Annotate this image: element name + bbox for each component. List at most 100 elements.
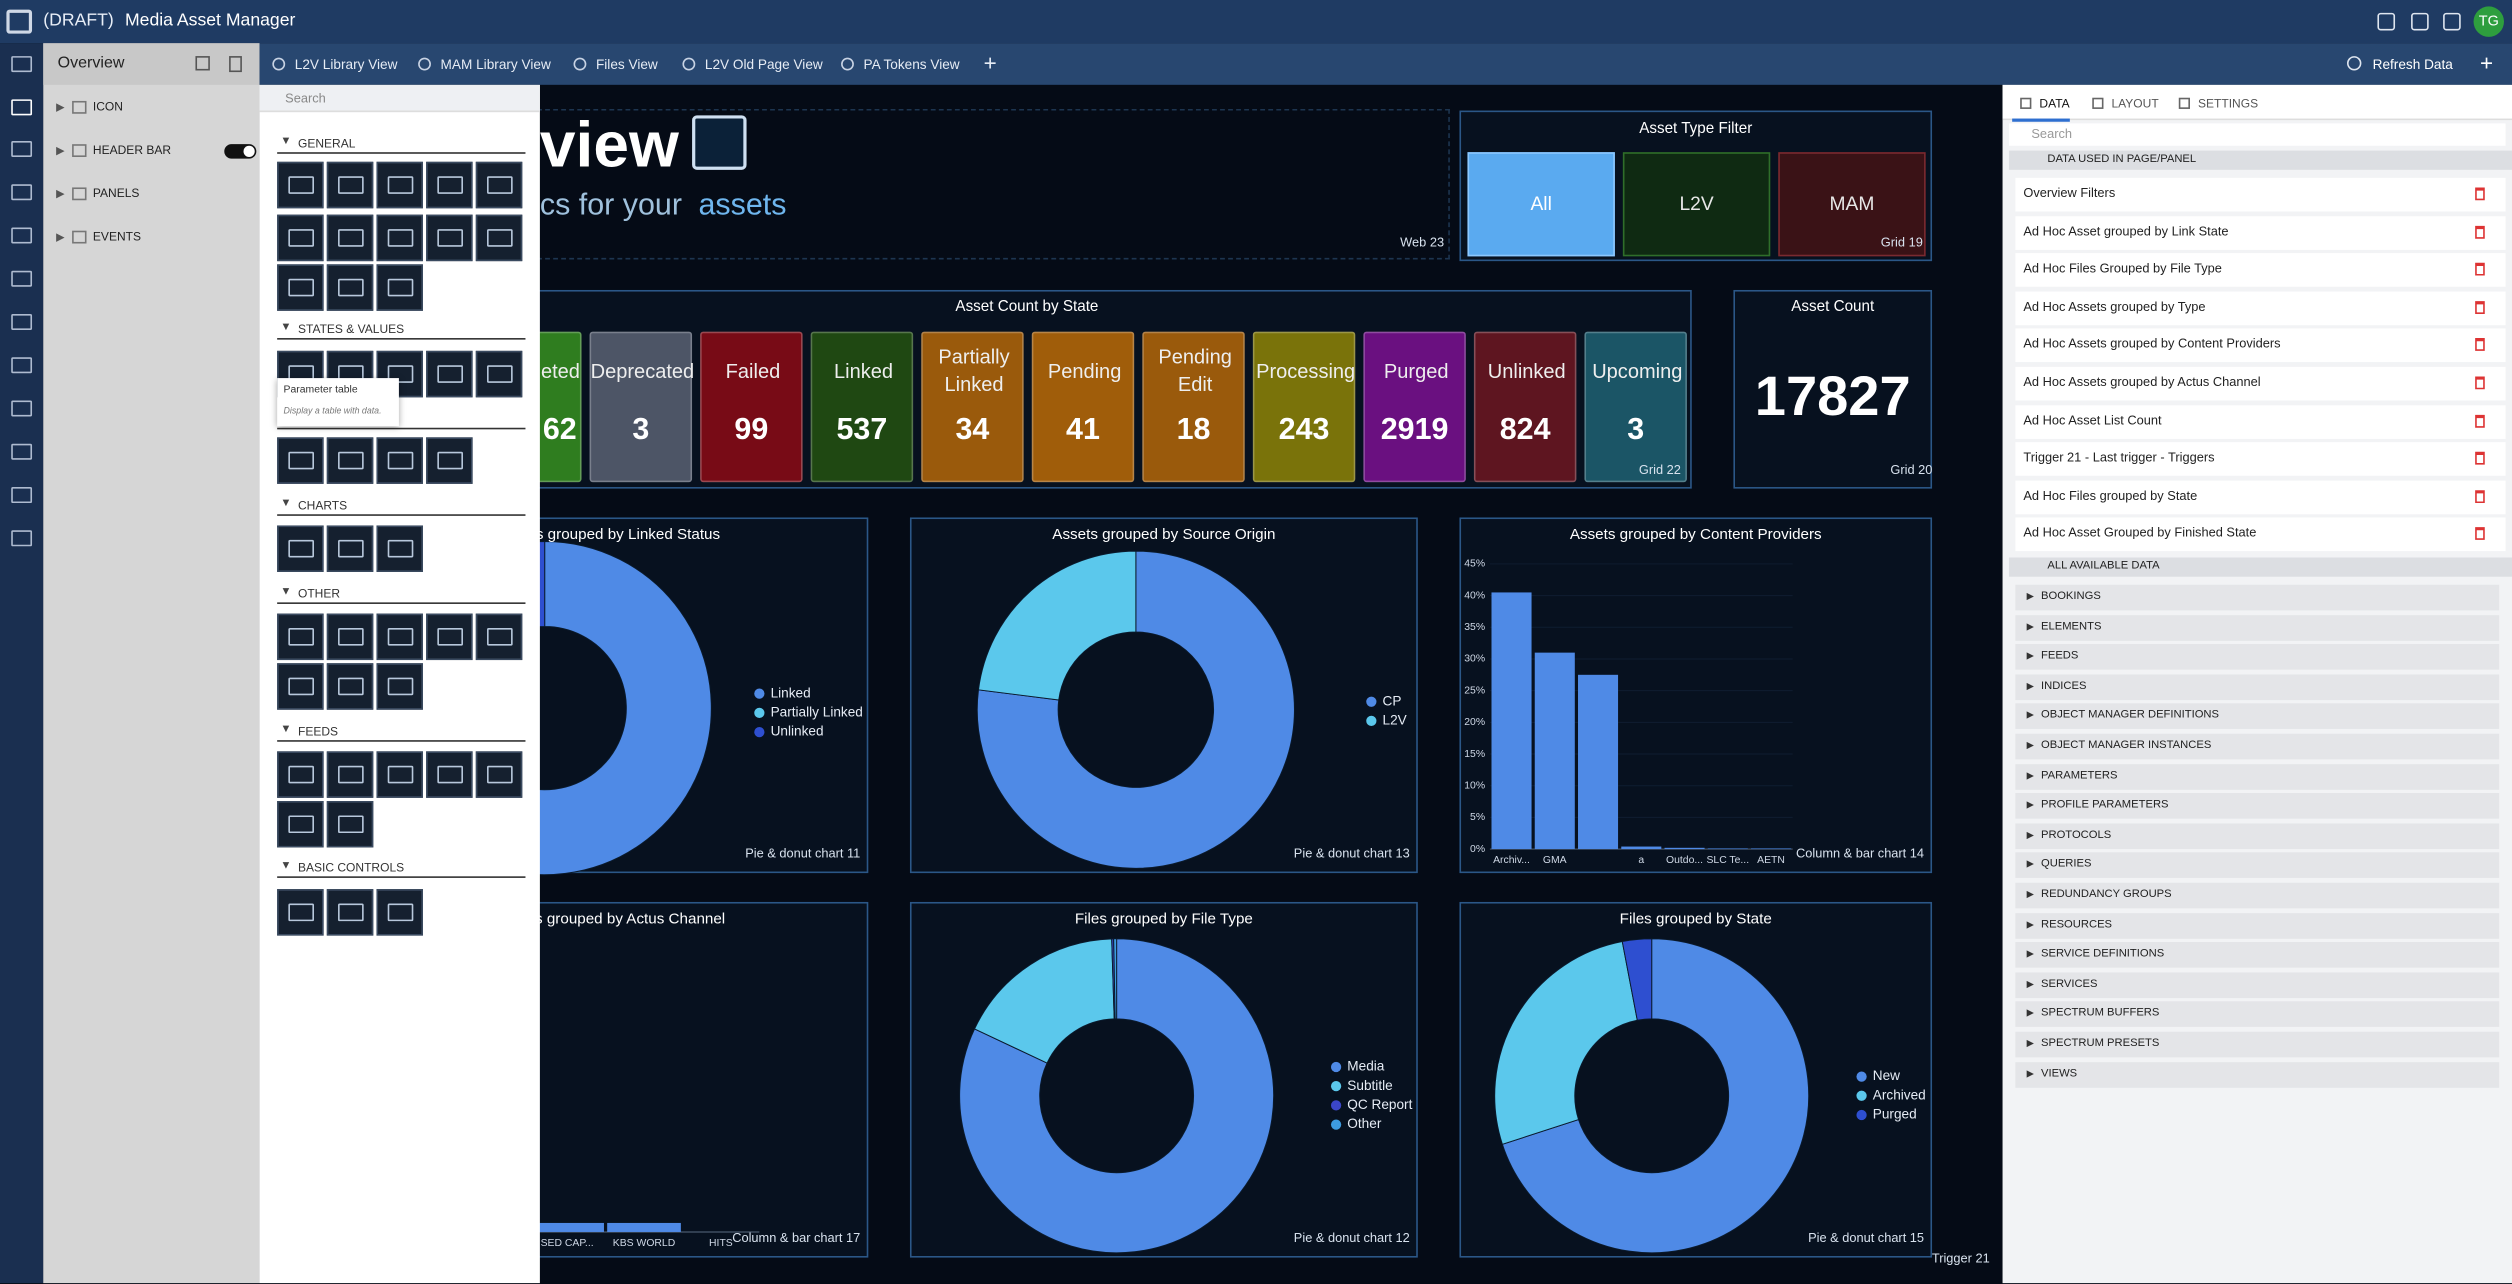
data-category[interactable]: [2015, 1001, 2500, 1028]
view-tab[interactable]: MAM Library View: [440, 56, 551, 73]
search-placeholder[interactable]: Search: [285, 91, 326, 106]
view-tab[interactable]: L2V Library View: [294, 56, 398, 73]
data-item-label[interactable]: Ad Hoc Assets grouped by Content Provide…: [2023, 337, 2281, 352]
data-category[interactable]: [2015, 703, 2500, 730]
delete-icon[interactable]: [2475, 338, 2485, 352]
component-tile[interactable]: [376, 663, 423, 710]
component-tile[interactable]: [326, 889, 374, 936]
component-tile[interactable]: [426, 613, 473, 661]
data-category[interactable]: [2015, 1031, 2500, 1058]
component-tile[interactable]: [475, 613, 523, 661]
component-tile[interactable]: [277, 613, 324, 661]
side-icon[interactable]: [11, 56, 33, 73]
component-tile[interactable]: [326, 801, 374, 848]
component-tile[interactable]: [326, 525, 374, 572]
side-icon[interactable]: [11, 184, 33, 201]
component-tile[interactable]: [376, 889, 423, 936]
data-category[interactable]: [2015, 644, 2500, 670]
component-tile[interactable]: [326, 264, 374, 311]
component-tile[interactable]: [277, 801, 324, 848]
data-category[interactable]: [2015, 674, 2500, 700]
component-tile[interactable]: [277, 663, 324, 710]
data-item-label[interactable]: Ad Hoc Files grouped by State: [2023, 488, 2198, 503]
add-button[interactable]: +: [2479, 49, 2494, 76]
add-tab[interactable]: +: [983, 49, 997, 76]
delete-icon[interactable]: [2475, 414, 2485, 428]
side-icon[interactable]: [11, 227, 33, 244]
data-item-label[interactable]: Ad Hoc Asset Grouped by Finished State: [2023, 526, 2257, 541]
data-item-label[interactable]: Ad Hoc Assets grouped by Actus Channel: [2023, 374, 2261, 390]
delete-icon[interactable]: [2475, 225, 2485, 239]
side-icon[interactable]: [11, 530, 33, 547]
component-tile[interactable]: [376, 214, 423, 262]
data-category[interactable]: [2015, 912, 2500, 939]
component-tile[interactable]: [426, 350, 473, 398]
component-tile[interactable]: [277, 264, 324, 311]
component-tile[interactable]: [376, 525, 423, 572]
component-tile[interactable]: [475, 751, 523, 798]
view-tab[interactable]: PA Tokens View: [863, 56, 960, 73]
side-icon[interactable]: [11, 270, 33, 287]
data-item-label[interactable]: Ad Hoc Assets grouped by Type: [2023, 299, 2206, 314]
side-icon[interactable]: [11, 400, 33, 417]
toolbar-icon[interactable]: [2443, 12, 2461, 31]
component-tile[interactable]: [426, 161, 473, 209]
data-category[interactable]: [2015, 733, 2500, 760]
component-tile[interactable]: [277, 214, 324, 262]
component-tile[interactable]: [426, 437, 473, 484]
view-tab[interactable]: L2V Old Page View: [704, 56, 823, 73]
data-category[interactable]: [2015, 763, 2500, 790]
panel-tab[interactable]: SETTINGS: [2197, 96, 2259, 111]
filter-button[interactable]: L2V: [1622, 152, 1771, 257]
data-item-label[interactable]: Ad Hoc Asset List Count: [2023, 412, 2162, 428]
component-tile[interactable]: [376, 264, 423, 311]
panel-tab[interactable]: DATA: [2039, 96, 2070, 111]
data-category[interactable]: [2015, 584, 2500, 611]
component-tile[interactable]: [376, 751, 423, 798]
component-tile[interactable]: [326, 751, 374, 798]
toolbar-icon[interactable]: [2411, 12, 2429, 31]
component-tile[interactable]: [277, 525, 324, 572]
side-icon[interactable]: [11, 487, 33, 504]
component-tile[interactable]: [376, 437, 423, 484]
component-tile[interactable]: [277, 751, 324, 798]
tree-icon[interactable]: [195, 56, 210, 71]
data-category[interactable]: [2015, 793, 2500, 819]
toolbar-icon[interactable]: [2377, 12, 2396, 31]
data-category[interactable]: [2015, 972, 2500, 998]
side-icon[interactable]: [11, 357, 33, 374]
component-tile[interactable]: [326, 437, 374, 484]
delete-icon[interactable]: [2475, 187, 2485, 201]
filter-button[interactable]: All: [1467, 152, 1615, 257]
data-item-label[interactable]: Ad Hoc Files Grouped by File Type: [2023, 261, 2222, 276]
component-tile[interactable]: [326, 663, 374, 710]
component-tile[interactable]: [326, 613, 374, 661]
data-category[interactable]: [2015, 823, 2500, 849]
tree-item[interactable]: ICON: [92, 99, 123, 114]
search-placeholder[interactable]: Search: [2031, 126, 2073, 141]
data-item-label[interactable]: Trigger 21 - Last trigger - Triggers: [2023, 450, 2215, 465]
data-category[interactable]: [2015, 614, 2500, 641]
view-tab[interactable]: Files View: [595, 56, 658, 73]
group-title[interactable]: DATA USED IN PAGE/PANEL: [2047, 153, 2197, 166]
component-tile[interactable]: [326, 214, 374, 262]
delete-icon[interactable]: [2475, 489, 2485, 503]
component-tile[interactable]: [426, 214, 473, 262]
delete-icon[interactable]: [2475, 452, 2485, 465]
component-tile[interactable]: [475, 214, 523, 262]
component-tile[interactable]: [277, 161, 324, 209]
data-item-label[interactable]: Ad Hoc Asset grouped by Link State: [2023, 223, 2229, 239]
side-icon[interactable]: [11, 313, 33, 331]
data-category[interactable]: [2015, 852, 2500, 879]
side-icon[interactable]: [11, 99, 33, 116]
delete-icon[interactable]: [2475, 263, 2485, 276]
component-tile[interactable]: [277, 437, 324, 484]
refresh-button[interactable]: Refresh Data: [2372, 56, 2453, 73]
data-category[interactable]: [2015, 882, 2500, 909]
side-icon[interactable]: [11, 443, 33, 460]
data-category[interactable]: [2015, 1061, 2500, 1088]
component-tile[interactable]: [475, 161, 523, 209]
component-tile[interactable]: [376, 161, 423, 209]
tree-item[interactable]: PANELS: [92, 185, 140, 201]
side-icon[interactable]: [11, 140, 33, 157]
